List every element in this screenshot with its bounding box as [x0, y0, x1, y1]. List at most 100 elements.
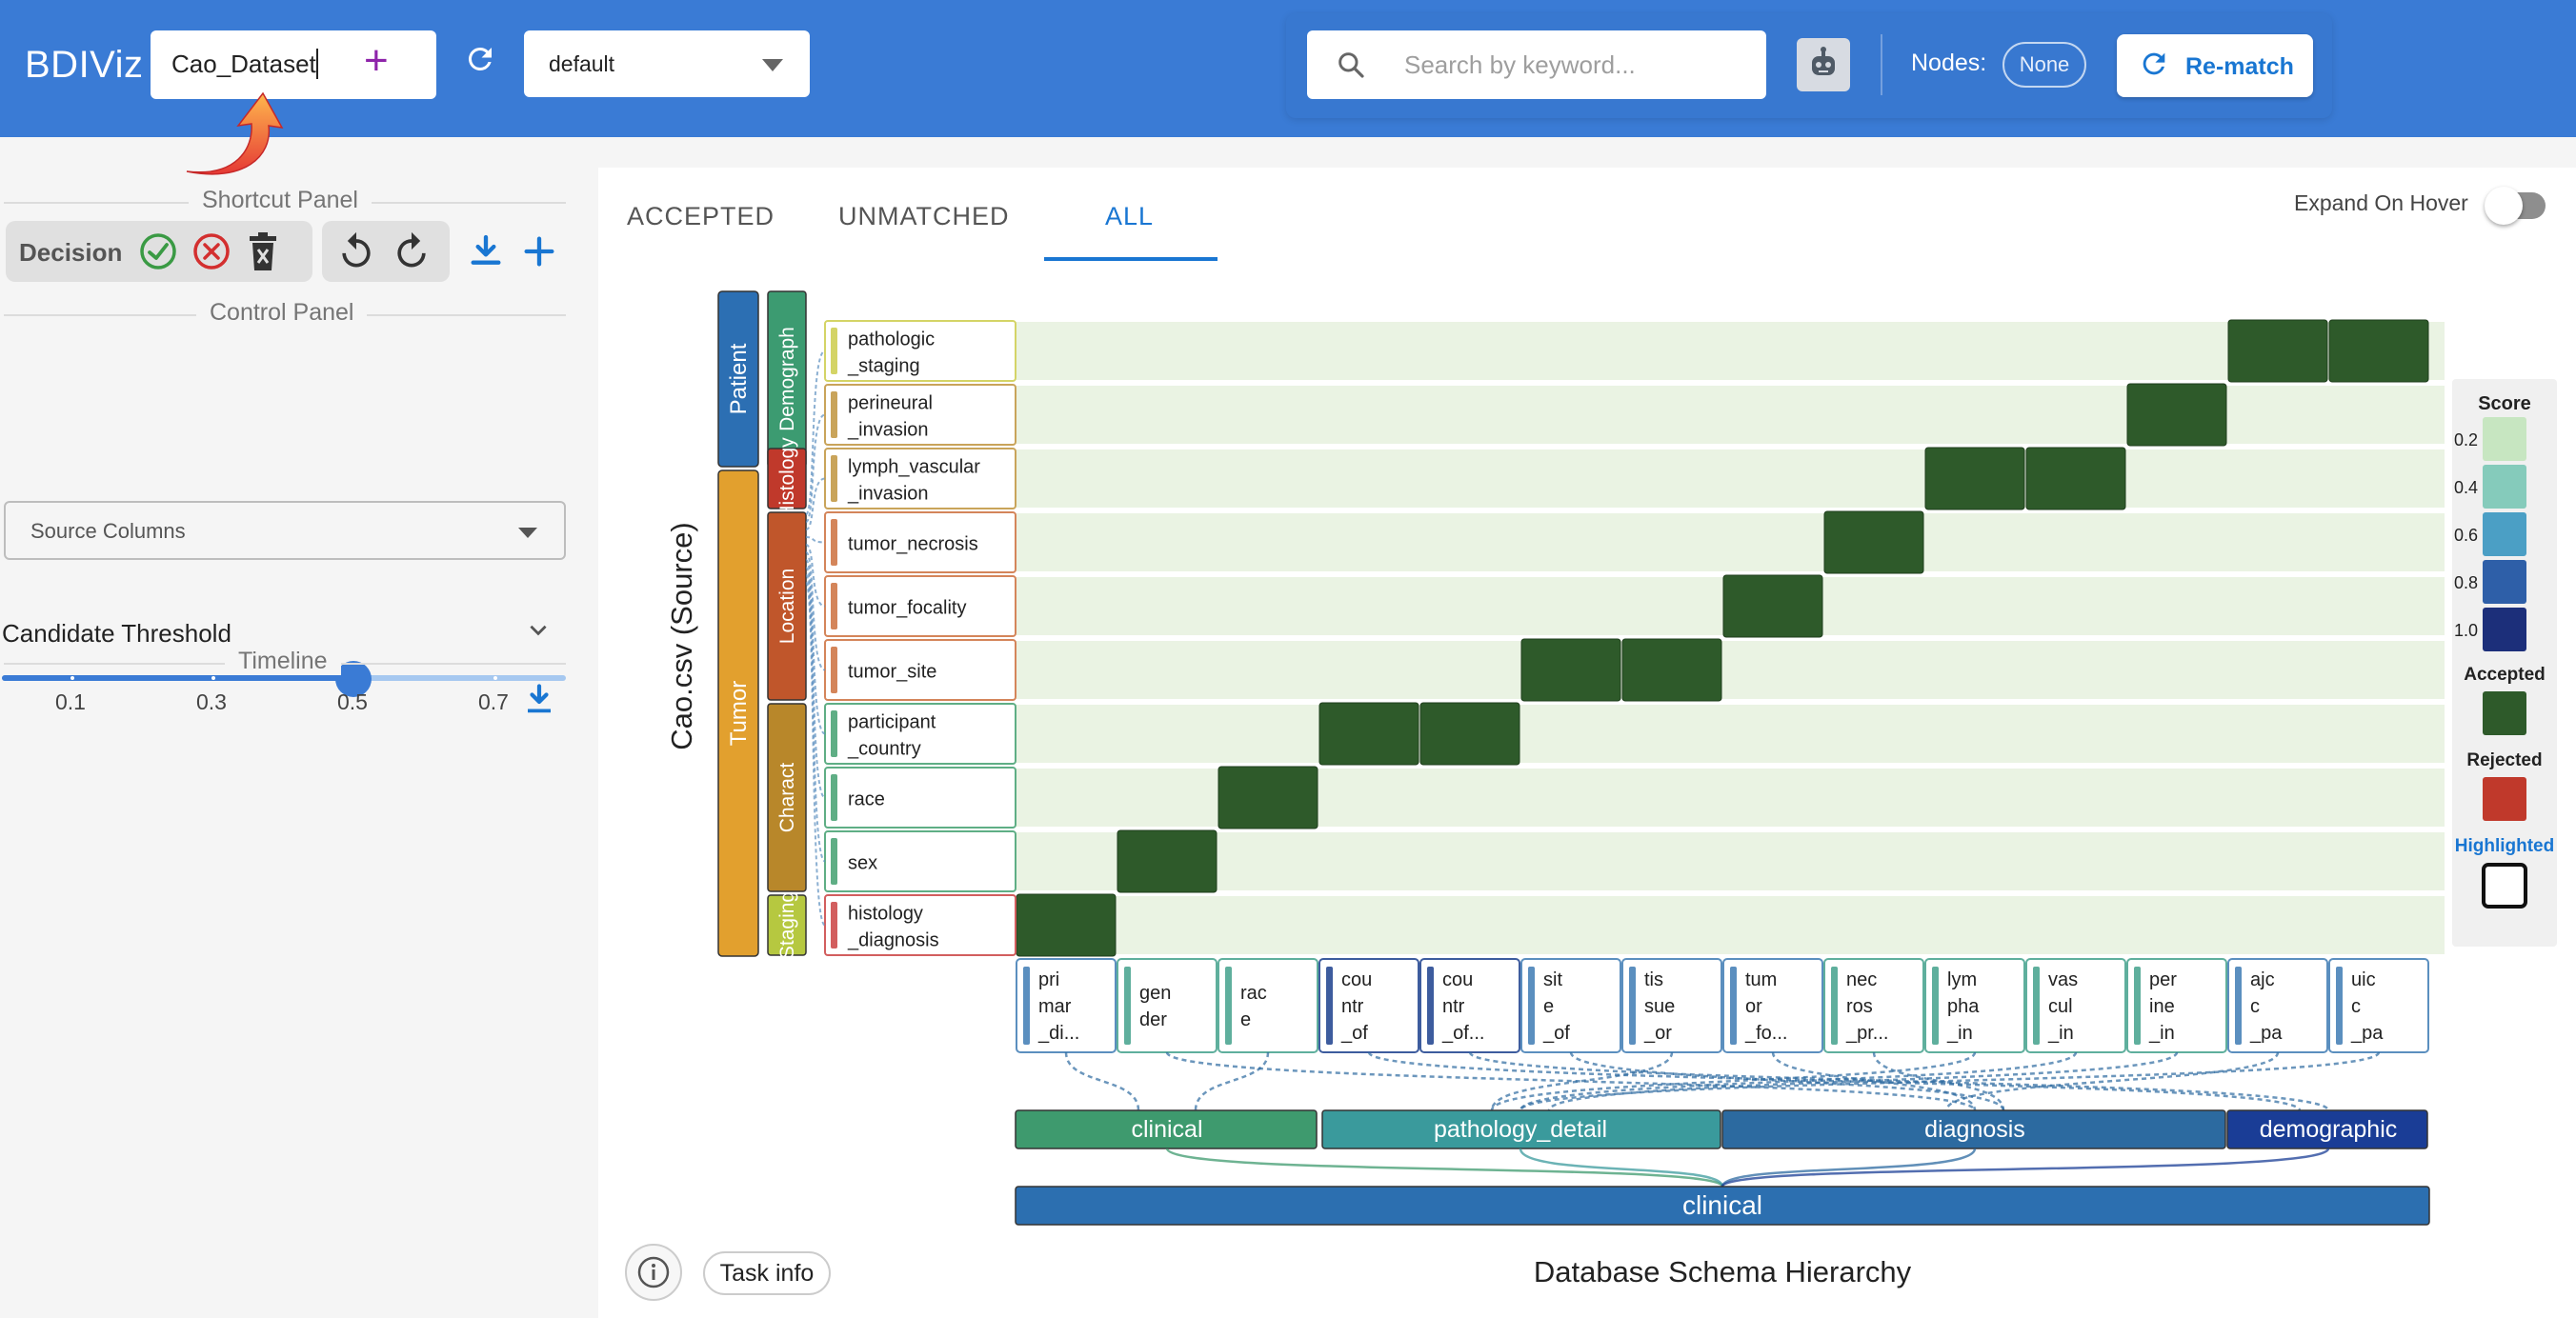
tab-all[interactable]: ALL	[1105, 202, 1155, 230]
heatmap-cell-accepted	[1218, 766, 1318, 829]
rematch-button[interactable]: Re-match	[2117, 34, 2313, 97]
target-column-label: pri mar _di...	[1037, 969, 1079, 1044]
source-column-label: tumor_site	[848, 662, 936, 683]
target-column-box	[1520, 958, 1621, 1053]
source-link	[805, 413, 826, 523]
heatmap-cell-accepted	[1117, 829, 1218, 893]
search-input[interactable]	[1404, 46, 1747, 84]
source-column-color	[831, 774, 837, 821]
assistant-button[interactable]	[1797, 38, 1850, 91]
delete-icon[interactable]	[246, 230, 280, 272]
row-background	[1016, 896, 2445, 954]
source-column-label: race	[848, 789, 885, 810]
row-background	[1016, 705, 2445, 763]
decision-group: Decision	[6, 221, 312, 282]
row-background	[1016, 832, 2445, 890]
target-column-color	[2033, 967, 2040, 1045]
legend-value: 0.4	[2454, 478, 2478, 497]
nodes-selector[interactable]: None	[2002, 42, 2086, 88]
target-link	[1519, 1050, 2381, 1112]
target-column-color	[1427, 967, 1434, 1045]
heatmap-cell-accepted	[1419, 702, 1520, 766]
target-column-label: cou ntr _of	[1340, 969, 1372, 1044]
app-header: BDIViz Cao_Dataset + default Nodes: None…	[0, 0, 2576, 137]
legend-title: Score	[2478, 393, 2531, 414]
target-column-label: uic c _pa	[2350, 969, 2384, 1044]
target-link	[1194, 1051, 1270, 1111]
target-link	[1064, 1051, 1140, 1111]
legend-rejected-label: Rejected	[2466, 750, 2542, 770]
matcher-select[interactable]: default	[524, 30, 810, 97]
undo-icon[interactable]	[335, 230, 377, 272]
heatmap-cell-accepted	[1924, 447, 2025, 510]
source-link	[805, 349, 826, 515]
chevron-down-icon[interactable]	[526, 617, 551, 642]
source-column-label: sex	[848, 853, 877, 874]
row-background	[1016, 641, 2445, 699]
source-link	[805, 477, 826, 530]
target-link	[1490, 1051, 1977, 1111]
source-category-label: Charact	[776, 763, 798, 833]
target-column-label: lym pha _in	[1946, 969, 1980, 1044]
source-category-box	[767, 511, 807, 701]
source-column-color	[831, 902, 837, 949]
source-link	[805, 559, 826, 735]
task-info-button[interactable]: Task info	[703, 1251, 831, 1295]
add-icon[interactable]	[520, 232, 558, 270]
row-background	[1016, 513, 2445, 571]
target-column-color	[1730, 967, 1737, 1045]
download-icon[interactable]	[467, 232, 505, 270]
tab-unmatched[interactable]: UNMATCHED	[838, 202, 1010, 230]
slider-mark	[211, 676, 215, 680]
download-icon[interactable]	[522, 680, 556, 718]
source-column-color	[831, 455, 837, 502]
search-icon	[1338, 52, 1364, 78]
target-column-color	[2134, 967, 2141, 1045]
source-column-color	[831, 583, 837, 629]
legend-background	[2452, 379, 2557, 947]
threshold-tick: 0.5	[337, 689, 368, 714]
dataset-value[interactable]: Cao_Dataset	[171, 50, 316, 78]
heatmap-cell-accepted	[2126, 383, 2227, 447]
toolbar-divider	[1881, 34, 1882, 95]
row-background	[1016, 386, 2445, 444]
search-box[interactable]	[1307, 30, 1766, 99]
add-dataset-button[interactable]: +	[364, 37, 389, 84]
target-category-label: diagnosis	[1924, 1116, 2025, 1143]
source-column-label: pathologic _staging	[847, 330, 935, 377]
source-category-label: Demograph	[776, 327, 798, 431]
target-column-label: vas cul _in	[2047, 969, 2078, 1044]
threshold-slider-fill	[2, 675, 354, 681]
target-column-label: cou ntr _of...	[1441, 969, 1484, 1044]
legend-value: 1.0	[2454, 621, 2478, 640]
source-columns-select[interactable]: Source Columns	[4, 501, 566, 560]
target-link	[1490, 1051, 1674, 1111]
redo-icon[interactable]	[391, 230, 433, 272]
root-link	[1721, 1148, 1977, 1188]
threshold-tick: 0.1	[55, 689, 86, 714]
tab-accepted[interactable]: ACCEPTED	[627, 202, 775, 230]
control-panel-title: Control Panel	[196, 299, 368, 327]
target-link	[1165, 1050, 1977, 1112]
legend-swatch	[2483, 512, 2526, 556]
reject-icon[interactable]	[192, 232, 231, 270]
target-column-color	[1629, 967, 1636, 1045]
accept-icon[interactable]	[139, 232, 177, 270]
source-category-box	[767, 703, 807, 892]
source-category-box	[767, 448, 807, 509]
source-group-box	[717, 290, 759, 468]
source-column-color	[831, 838, 837, 885]
target-root-box	[1015, 1186, 2430, 1226]
target-column-label: rac e	[1240, 983, 1267, 1030]
source-column-label: tumor_necrosis	[848, 534, 978, 555]
dataset-input[interactable]: Cao_Dataset +	[151, 30, 436, 99]
legend-highlighted-swatch	[2482, 863, 2527, 909]
source-column-box	[824, 384, 1016, 446]
text-cursor	[316, 49, 318, 79]
threshold-slider-thumb[interactable]	[335, 661, 372, 697]
info-button[interactable]	[625, 1244, 682, 1301]
source-column-box	[824, 448, 1016, 509]
source-link	[805, 544, 826, 608]
expand-hover-toggle-thumb[interactable]	[2485, 187, 2523, 225]
